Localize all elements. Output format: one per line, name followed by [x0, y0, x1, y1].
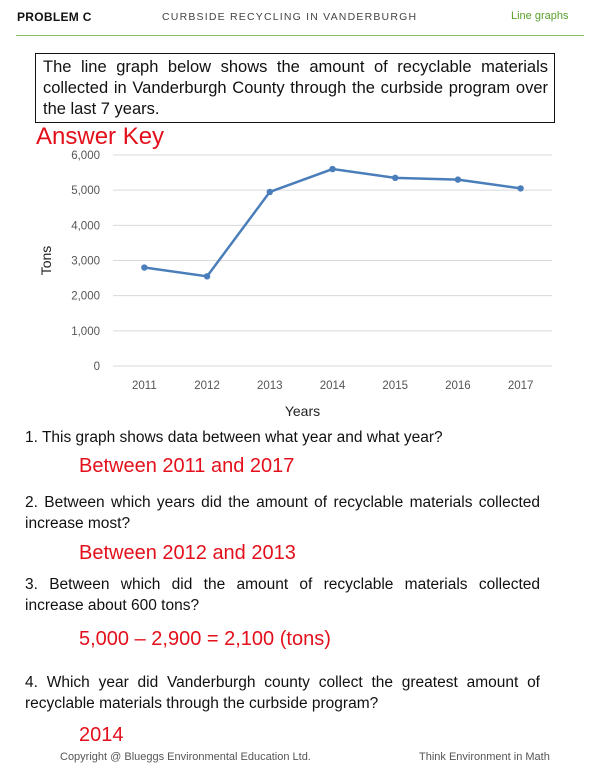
worksheet-title: CURBSIDE RECYCLING IN VANDERBURGH [162, 11, 418, 23]
data-point-2016 [454, 176, 462, 183]
answer-2: Between 2012 and 2013 [79, 542, 296, 564]
x-tick-label: 2011 [132, 380, 157, 392]
problem-label: PROBLEM C [17, 10, 92, 24]
y-tick-label: 6,000 [71, 150, 100, 162]
answer-4: 2014 [79, 724, 124, 746]
data-point-2015 [392, 174, 399, 182]
intro-box: The line graph below shows the amount of… [35, 53, 555, 123]
page-header: PROBLEM C CURBSIDE RECYCLING IN VANDERBU… [0, 0, 599, 36]
data-point-2017 [517, 185, 524, 192]
y-axis-title: Tons [38, 246, 54, 276]
question-1: 1. This graph shows data between what ye… [25, 429, 443, 446]
question-4: 4. Which year did Vanderburgh county col… [25, 674, 540, 712]
question-3: 3. Between which did the amount of recyc… [25, 576, 540, 614]
x-axis-title: Years [285, 403, 320, 419]
x-tick-label: 2012 [194, 380, 220, 392]
y-tick-label: 1,000 [71, 326, 100, 338]
y-tick-label: 3,000 [71, 256, 100, 268]
y-tick-label: 2,000 [71, 291, 100, 303]
question-2: 2. Between which years did the amount of… [25, 494, 540, 532]
y-tick-label: 4,000 [71, 220, 100, 232]
data-point-2013 [266, 188, 273, 196]
chart-gridlines [113, 154, 552, 367]
x-tick-label: 2017 [508, 380, 534, 392]
x-tick-label: 2015 [382, 380, 408, 392]
header-divider [16, 35, 584, 36]
data-points [141, 165, 524, 280]
data-point-2014 [329, 165, 336, 173]
topic-tag: Line graphs [511, 10, 569, 22]
answer-1: Between 2011 and 2017 [79, 455, 295, 477]
series-name: Think Environment in Math [419, 751, 550, 763]
x-tick-label: 2014 [320, 380, 346, 392]
data-point-2011 [141, 264, 148, 271]
y-tick-label: 0 [94, 361, 100, 373]
x-tick-label: 2013 [257, 380, 283, 392]
copyright-text: Copyright @ Blueggs Environmental Educat… [60, 751, 311, 763]
answer-key-label: Answer Key [36, 123, 165, 150]
answer-3: 5,000 – 2,900 = 2,100 (tons) [79, 628, 331, 650]
x-tick-label: 2016 [445, 380, 471, 392]
x-tick-labels: 2011 2012 2013 2014 2015 2016 2017 [132, 380, 533, 392]
y-tick-labels: 0 1,000 2,000 3,000 4,000 5,000 6,000 [71, 150, 100, 373]
y-tick-label: 5,000 [71, 185, 100, 197]
line-chart: 0 1,000 2,000 3,000 4,000 5,000 6,000 2011 2012… [38, 150, 552, 419]
data-point-2012 [203, 273, 211, 280]
